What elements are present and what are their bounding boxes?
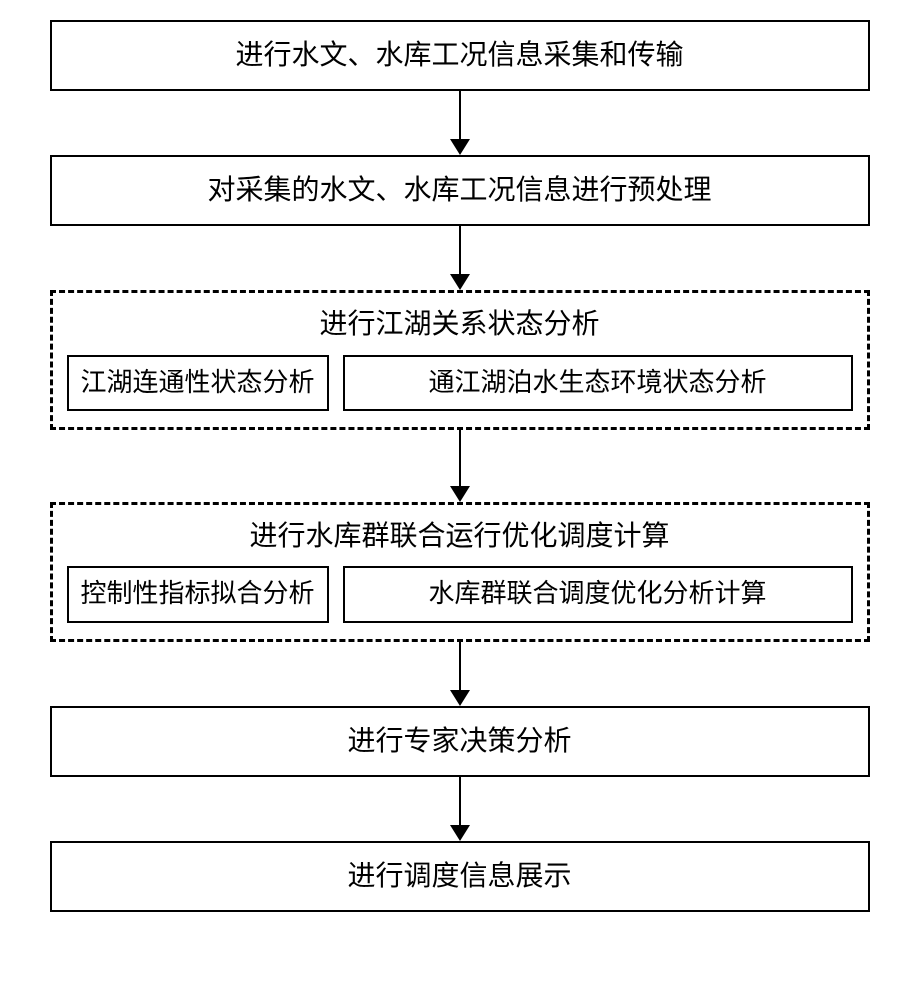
step-1-text: 进行水文、水库工况信息采集和传输 xyxy=(235,40,683,71)
arrow-line xyxy=(459,642,461,690)
step-1-box: 进行水文、水库工况信息采集和传输 xyxy=(50,20,870,91)
step-3-subrow: 江湖连通性状态分析 通江湖泊水生态环境状态分析 xyxy=(67,355,853,411)
step-3-sub1-text: 江湖连通性状态分析 xyxy=(81,368,315,397)
arrow-5 xyxy=(450,777,470,841)
step-3-title: 进行江湖关系状态分析 xyxy=(319,305,599,344)
step-4-subrow: 控制性指标拟合分析 水库群联合调度优化分析计算 xyxy=(67,566,853,622)
arrow-line xyxy=(459,226,461,274)
arrow-line xyxy=(459,430,461,486)
step-4-sub1-box: 控制性指标拟合分析 xyxy=(67,566,329,622)
step-5-text: 进行专家决策分析 xyxy=(347,726,571,757)
arrow-head-icon xyxy=(450,690,470,706)
step-4-sub2-box: 水库群联合调度优化分析计算 xyxy=(343,566,853,622)
step-6-box: 进行调度信息展示 xyxy=(50,841,870,912)
arrow-1 xyxy=(450,91,470,155)
arrow-head-icon xyxy=(450,274,470,290)
arrow-head-icon xyxy=(450,486,470,502)
arrow-line xyxy=(459,91,461,139)
arrow-head-icon xyxy=(450,139,470,155)
step-3-sub2-text: 通江湖泊水生态环境状态分析 xyxy=(429,368,767,397)
step-3-sub1-box: 江湖连通性状态分析 xyxy=(67,355,329,411)
arrow-2 xyxy=(450,226,470,290)
step-3-container: 进行江湖关系状态分析 江湖连通性状态分析 通江湖泊水生态环境状态分析 xyxy=(50,290,870,430)
step-6-text: 进行调度信息展示 xyxy=(347,861,571,892)
step-5-box: 进行专家决策分析 xyxy=(50,706,870,777)
step-4-sub2-text: 水库群联合调度优化分析计算 xyxy=(429,579,767,608)
step-2-box: 对采集的水文、水库工况信息进行预处理 xyxy=(50,155,870,226)
arrow-head-icon xyxy=(450,825,470,841)
step-3-sub2-box: 通江湖泊水生态环境状态分析 xyxy=(343,355,853,411)
step-4-container: 进行水库群联合运行优化调度计算 控制性指标拟合分析 水库群联合调度优化分析计算 xyxy=(50,502,870,642)
arrow-4 xyxy=(450,642,470,706)
step-4-sub1-text: 控制性指标拟合分析 xyxy=(81,579,315,608)
step-2-text: 对采集的水文、水库工况信息进行预处理 xyxy=(207,175,711,206)
arrow-3 xyxy=(450,430,470,502)
step-4-title: 进行水库群联合运行优化调度计算 xyxy=(249,517,669,556)
arrow-line xyxy=(459,777,461,825)
